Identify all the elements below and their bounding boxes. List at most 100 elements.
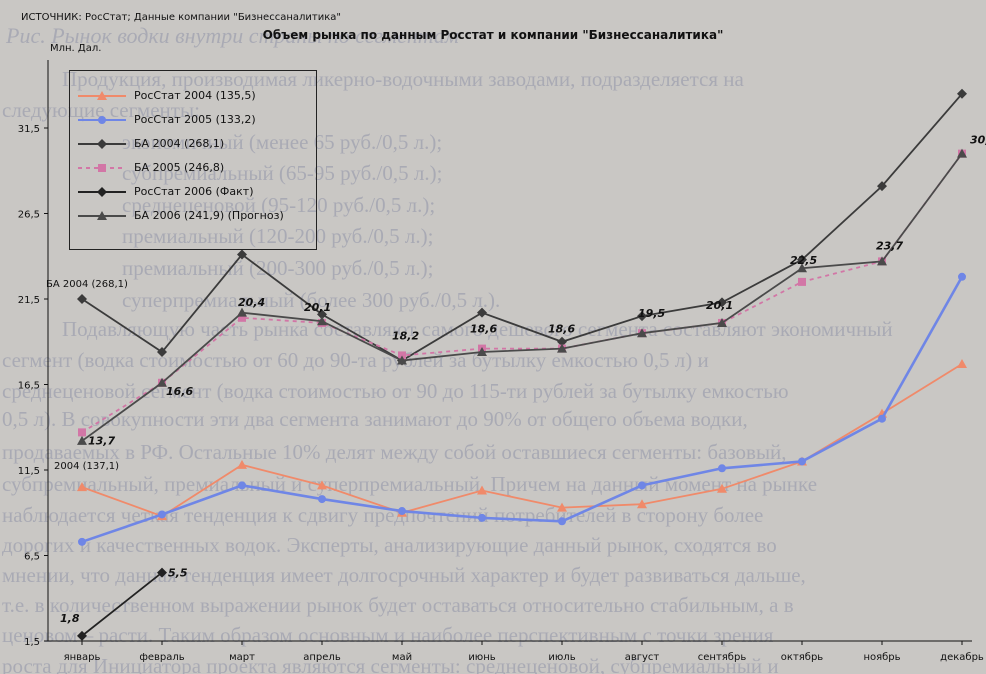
legend-item: БА 2004 (268,1) bbox=[70, 134, 316, 154]
data-point bbox=[878, 414, 886, 423]
legend-label: РосСтат 2005 (133,2) bbox=[134, 113, 256, 126]
legend-item: БА 2006 (241,9) (Прогноз) bbox=[70, 206, 316, 226]
data-point bbox=[237, 249, 247, 260]
data-point bbox=[957, 358, 967, 368]
data-point bbox=[478, 513, 486, 522]
data-label: 5,5 bbox=[168, 567, 188, 580]
data-point bbox=[157, 347, 167, 358]
chart-title: Объем рынка по данным Росстат и компании… bbox=[262, 28, 724, 42]
data-point bbox=[477, 485, 487, 495]
data-point bbox=[157, 377, 167, 387]
data-point bbox=[797, 263, 807, 273]
series-4 bbox=[77, 567, 167, 641]
data-label: 1,8 bbox=[60, 612, 80, 625]
legend-label: БА 2005 (246,8) bbox=[134, 161, 225, 174]
data-point bbox=[718, 464, 726, 473]
y-tick-label: 16,5 bbox=[18, 381, 40, 392]
data-point bbox=[238, 481, 246, 490]
data-point bbox=[958, 272, 966, 281]
x-tick-label: декабрь bbox=[940, 652, 984, 663]
data-point bbox=[477, 307, 487, 318]
y-tick-label: 26,5 bbox=[18, 210, 40, 221]
data-point bbox=[318, 495, 326, 504]
x-tick-label: май bbox=[392, 652, 412, 663]
data-label: 22,5 bbox=[790, 254, 817, 267]
data-point bbox=[237, 307, 247, 317]
x-tick-label: июль bbox=[548, 652, 575, 663]
data-point bbox=[637, 311, 647, 322]
data-point bbox=[77, 294, 87, 304]
data-point bbox=[97, 91, 107, 100]
data-point bbox=[238, 313, 246, 322]
annotation-label: 2004 (137,1) bbox=[54, 461, 119, 472]
x-tick-label: февраль bbox=[139, 652, 184, 663]
data-point bbox=[157, 567, 167, 578]
series-5 bbox=[77, 148, 967, 445]
data-point bbox=[798, 457, 806, 466]
legend-swatch bbox=[78, 139, 126, 149]
x-tick-label: июнь bbox=[468, 652, 495, 663]
series-line bbox=[81, 153, 963, 442]
data-label: 30,0 bbox=[970, 134, 986, 147]
series-line bbox=[81, 93, 963, 362]
x-tick-label: октябрь bbox=[781, 652, 824, 663]
data-point bbox=[98, 164, 106, 172]
data-point bbox=[98, 116, 106, 124]
data-point bbox=[797, 254, 807, 265]
y-tick-label: 21,5 bbox=[18, 295, 40, 306]
data-point bbox=[158, 510, 166, 519]
data-point bbox=[477, 347, 487, 357]
data-point bbox=[637, 499, 647, 509]
data-point bbox=[397, 355, 407, 365]
data-point bbox=[97, 211, 107, 220]
x-tick-label: январь bbox=[64, 652, 101, 663]
data-point bbox=[78, 537, 86, 546]
data-point bbox=[78, 428, 86, 437]
legend-swatch bbox=[78, 91, 126, 100]
data-point bbox=[558, 517, 566, 526]
x-tick-label: ноябрь bbox=[863, 652, 900, 663]
data-point bbox=[557, 343, 567, 353]
series-1 bbox=[78, 272, 966, 546]
legend-label: БА 2006 (241,9) (Прогноз) bbox=[134, 209, 284, 222]
data-label: 20,1 bbox=[706, 299, 733, 312]
chart-data-labels: 13,7 16,6 20,4 20,1 18,2 18,6 18,6 19,5 20,1 22,5… bbox=[46, 134, 986, 625]
legend-swatch bbox=[78, 211, 126, 220]
legend-label: РосСтат 2006 (Факт) bbox=[134, 185, 254, 198]
data-point bbox=[877, 256, 887, 266]
annotation-label: БА 2004 (268,1) bbox=[46, 279, 128, 290]
data-point bbox=[877, 181, 887, 192]
data-point bbox=[957, 88, 967, 99]
y-tick-label: 6,5 bbox=[24, 552, 40, 563]
chart-series bbox=[77, 88, 967, 641]
data-point bbox=[557, 502, 567, 512]
chart-legend: РосСтат 2004 (135,5) РосСтат 2005 (133,2)… bbox=[69, 70, 317, 250]
data-label: 19,5 bbox=[638, 307, 665, 320]
data-point bbox=[398, 507, 406, 516]
data-point bbox=[317, 316, 327, 326]
y-tick-label: 1,5 bbox=[24, 637, 40, 648]
legend-swatch bbox=[78, 164, 126, 172]
data-point bbox=[798, 277, 806, 286]
data-label: 18,2 bbox=[392, 329, 419, 342]
data-point bbox=[717, 483, 727, 493]
legend-label: БА 2004 (268,1) bbox=[134, 137, 225, 150]
data-point bbox=[77, 482, 87, 492]
legend-item: РосСтат 2006 (Факт) bbox=[70, 182, 316, 202]
x-tick-label: сентябрь bbox=[698, 652, 747, 663]
data-label: 20,4 bbox=[238, 296, 265, 309]
y-tick-label: 31,5 bbox=[18, 124, 40, 135]
data-point bbox=[97, 187, 107, 197]
data-point bbox=[317, 480, 327, 490]
data-point bbox=[317, 309, 327, 320]
data-point bbox=[237, 459, 247, 469]
legend-swatch bbox=[78, 187, 126, 197]
x-tick-label: апрель bbox=[303, 652, 341, 663]
data-point bbox=[717, 297, 727, 308]
series-line bbox=[81, 276, 964, 544]
data-label: 20,1 bbox=[304, 301, 331, 314]
data-point bbox=[398, 351, 406, 360]
y-tick-label: 11,5 bbox=[18, 466, 40, 477]
data-label: 23,7 bbox=[876, 239, 903, 252]
